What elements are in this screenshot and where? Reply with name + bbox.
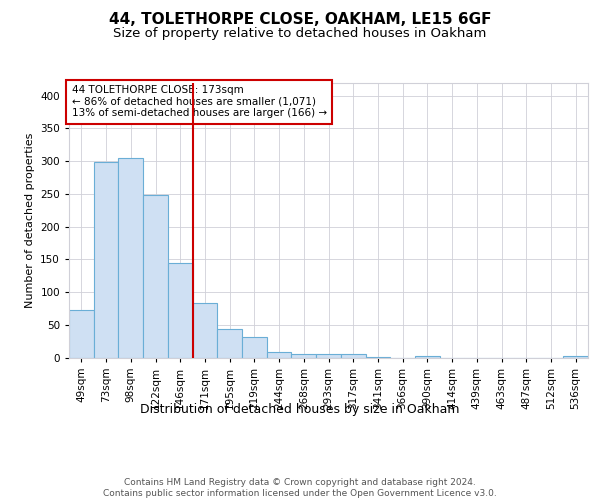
Bar <box>217 328 242 358</box>
Text: Size of property relative to detached houses in Oakham: Size of property relative to detached ho… <box>113 28 487 40</box>
Bar <box>143 195 168 358</box>
Bar <box>415 356 440 358</box>
Bar <box>242 336 267 357</box>
Bar <box>69 310 94 358</box>
Bar <box>365 357 390 358</box>
Text: 44, TOLETHORPE CLOSE, OAKHAM, LE15 6GF: 44, TOLETHORPE CLOSE, OAKHAM, LE15 6GF <box>109 12 491 28</box>
Bar <box>292 354 316 358</box>
Text: Contains HM Land Registry data © Crown copyright and database right 2024.
Contai: Contains HM Land Registry data © Crown c… <box>103 478 497 498</box>
Bar <box>193 303 217 358</box>
Text: Distribution of detached houses by size in Oakham: Distribution of detached houses by size … <box>140 402 460 415</box>
Bar <box>94 162 118 358</box>
Bar <box>341 354 365 358</box>
Bar <box>563 356 588 358</box>
Text: 44 TOLETHORPE CLOSE: 173sqm
← 86% of detached houses are smaller (1,071)
13% of : 44 TOLETHORPE CLOSE: 173sqm ← 86% of det… <box>71 85 327 118</box>
Y-axis label: Number of detached properties: Number of detached properties <box>25 132 35 308</box>
Bar <box>316 354 341 358</box>
Bar <box>168 263 193 358</box>
Bar <box>267 352 292 358</box>
Bar <box>118 158 143 358</box>
